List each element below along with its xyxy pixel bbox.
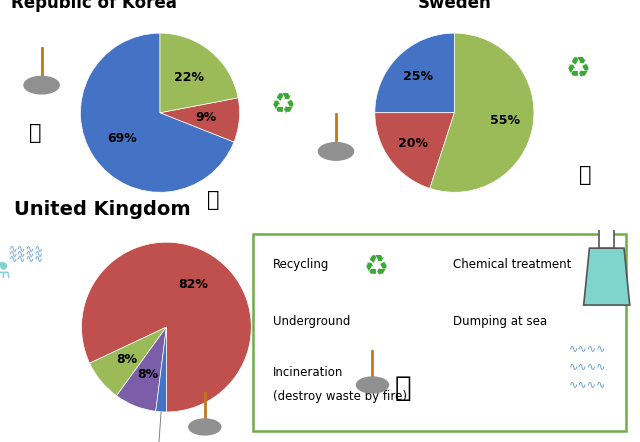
Text: 22%: 22% <box>175 71 204 84</box>
Text: Republic of Korea: Republic of Korea <box>11 0 177 11</box>
Text: 55%: 55% <box>490 114 520 127</box>
Text: Underground: Underground <box>273 315 350 328</box>
Text: ♻: ♻ <box>565 55 590 83</box>
Text: 🔥: 🔥 <box>29 122 42 143</box>
Wedge shape <box>81 242 252 412</box>
Text: ♻: ♻ <box>271 91 296 119</box>
Wedge shape <box>375 33 454 113</box>
Text: 8%: 8% <box>116 353 138 366</box>
FancyBboxPatch shape <box>253 234 626 431</box>
Text: Chemical treatment: Chemical treatment <box>453 258 572 271</box>
Text: 20%: 20% <box>397 137 428 149</box>
Wedge shape <box>90 327 166 396</box>
Text: ∿∿∿∿: ∿∿∿∿ <box>9 244 44 254</box>
Wedge shape <box>430 33 534 192</box>
Text: 9%: 9% <box>195 110 216 124</box>
Text: United Kingdom: United Kingdom <box>13 200 190 219</box>
Wedge shape <box>81 33 234 192</box>
Text: (destroy waste by fire): (destroy waste by fire) <box>273 390 406 403</box>
Text: 69%: 69% <box>107 132 137 145</box>
Text: Incineration: Incineration <box>273 366 343 379</box>
Text: 82%: 82% <box>179 278 209 290</box>
Text: ∿∿∿∿: ∿∿∿∿ <box>569 343 606 353</box>
Text: ♻: ♻ <box>364 252 388 280</box>
Text: ∿∿∿∿: ∿∿∿∿ <box>9 249 44 259</box>
Wedge shape <box>160 98 239 142</box>
Text: 🔥: 🔥 <box>395 374 412 402</box>
Wedge shape <box>375 113 454 188</box>
Text: 🔥: 🔥 <box>579 164 592 185</box>
Text: ∿∿∿∿: ∿∿∿∿ <box>9 254 44 264</box>
Text: Recycling: Recycling <box>273 258 329 271</box>
Text: Dumping at sea: Dumping at sea <box>453 315 547 328</box>
Text: ⚗: ⚗ <box>0 262 11 282</box>
Wedge shape <box>116 327 166 411</box>
Polygon shape <box>599 224 614 248</box>
Wedge shape <box>156 327 166 412</box>
Wedge shape <box>160 33 238 113</box>
Text: ∿∿∿∿: ∿∿∿∿ <box>569 361 606 371</box>
Text: 🔥: 🔥 <box>207 190 220 210</box>
Text: 25%: 25% <box>403 70 433 83</box>
Title: Sweden: Sweden <box>417 0 492 11</box>
Text: 2%: 2% <box>147 412 169 442</box>
Text: ∿∿∿∿: ∿∿∿∿ <box>569 379 606 389</box>
Polygon shape <box>584 248 630 305</box>
Text: 8%: 8% <box>137 368 158 381</box>
